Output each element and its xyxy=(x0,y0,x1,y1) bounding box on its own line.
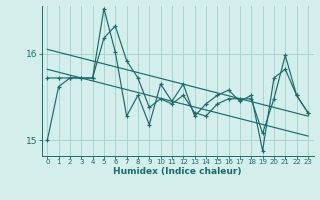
X-axis label: Humidex (Indice chaleur): Humidex (Indice chaleur) xyxy=(113,167,242,176)
